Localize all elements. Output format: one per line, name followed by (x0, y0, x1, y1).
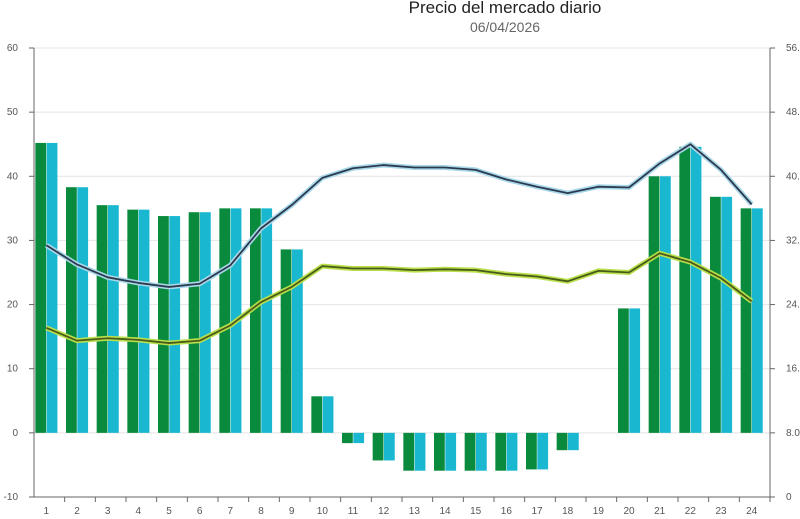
left-tick-label: 50 (7, 107, 19, 118)
x-tick-label: 13 (409, 506, 421, 517)
x-tick-label: 4 (136, 506, 142, 517)
bar (629, 308, 641, 433)
x-tick-label: 2 (74, 506, 80, 517)
bar (403, 432, 415, 471)
x-tick-label: 22 (685, 506, 697, 517)
bar (383, 432, 395, 461)
bar (311, 396, 323, 433)
x-tick-label: 3 (105, 506, 111, 517)
bar (107, 205, 119, 433)
series-line (45, 252, 753, 344)
bar (710, 196, 721, 433)
bar (648, 176, 660, 433)
right-tick-label: 48.0 (786, 107, 800, 118)
x-tick-label: 21 (654, 506, 666, 517)
bar (342, 432, 353, 444)
right-tick-label: 24.0 (786, 300, 800, 311)
x-tick-label: 11 (348, 506, 359, 517)
bar (618, 308, 629, 433)
series-line (45, 143, 753, 288)
bar (261, 208, 273, 433)
x-tick-label: 5 (166, 506, 172, 517)
bar (464, 432, 476, 471)
bar (556, 432, 568, 451)
bar (138, 209, 150, 433)
bar (35, 142, 47, 433)
bar (188, 212, 200, 433)
bar (372, 432, 384, 461)
bar (690, 146, 702, 433)
x-tick-label: 18 (562, 506, 574, 517)
x-tick-label: 8 (258, 506, 264, 517)
left-tick-label: 60 (7, 43, 19, 54)
right-tick-label: 40.0 (786, 171, 800, 182)
bar (495, 432, 507, 471)
bar (526, 432, 537, 470)
x-tick-label: 24 (746, 506, 758, 517)
right-tick-label: 8.0 (786, 428, 800, 439)
bar (199, 212, 211, 433)
bar (721, 196, 733, 433)
x-tick-label: 15 (470, 506, 482, 517)
x-tick-label: 12 (378, 506, 390, 517)
x-tick-label: 16 (501, 506, 513, 517)
x-tick-label: 7 (228, 506, 234, 517)
x-tick-label: 20 (623, 506, 635, 517)
bar (280, 249, 292, 433)
bar (506, 432, 518, 471)
x-tick-label: 23 (715, 506, 727, 517)
chart-subtitle: 06/04/2026 (469, 19, 541, 35)
bar (169, 216, 181, 433)
x-tick-label: 1 (44, 506, 50, 517)
bar (96, 205, 108, 433)
bar (679, 146, 691, 433)
bar (537, 432, 549, 470)
left-tick-label: 40 (7, 171, 19, 182)
x-tick-label: 19 (593, 506, 605, 517)
left-tick-label: 20 (7, 300, 19, 311)
x-tick-label: 17 (531, 506, 543, 517)
bar (127, 209, 139, 433)
right-tick-label: 16.0 (786, 364, 800, 375)
bar (445, 432, 457, 471)
right-tick-label: 32.0 (786, 235, 800, 246)
x-tick-label: 14 (439, 506, 451, 517)
series-line-halo (45, 250, 754, 346)
bar (46, 142, 58, 433)
bar (434, 432, 445, 471)
left-tick-label: 30 (7, 235, 19, 246)
x-tick-label: 6 (197, 506, 203, 517)
x-tick-label: 9 (289, 506, 295, 517)
bar (751, 208, 763, 433)
left-tick-label: -10 (4, 492, 19, 503)
right-tick-label: 56.0 (786, 43, 800, 54)
bar (567, 432, 579, 451)
right-tick-label: 0 (786, 492, 792, 503)
bar (66, 187, 77, 433)
bar (322, 396, 334, 433)
bar (414, 432, 426, 471)
left-tick-label: 10 (7, 364, 19, 375)
bar (659, 176, 671, 433)
bar (219, 208, 231, 433)
chart-title: Precio del mercado diario (408, 0, 602, 17)
bar (158, 216, 169, 433)
x-tick-label: 10 (317, 506, 329, 517)
bar (740, 208, 752, 433)
bar (250, 208, 261, 433)
bar (291, 249, 303, 433)
bar (353, 432, 365, 444)
left-tick-label: 0 (12, 428, 18, 439)
bar (475, 432, 487, 471)
bar (77, 187, 89, 433)
